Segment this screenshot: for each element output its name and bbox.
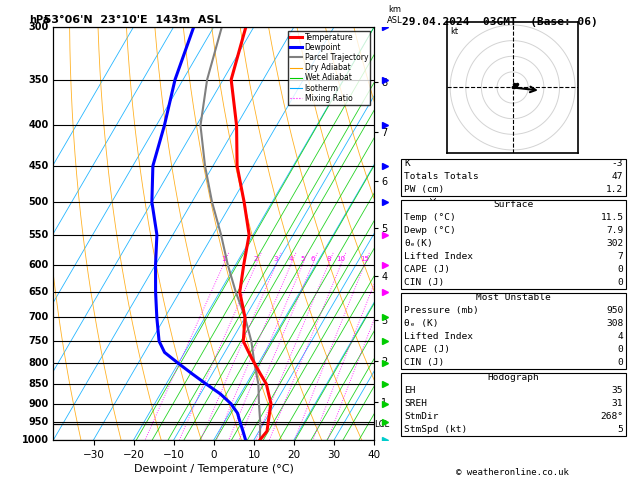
Text: 29.04.2024  03GMT  (Base: 06): 29.04.2024 03GMT (Base: 06) <box>402 17 598 27</box>
Text: 500: 500 <box>28 197 48 207</box>
Text: 1.2: 1.2 <box>606 185 623 194</box>
Text: 7: 7 <box>618 252 623 261</box>
Text: 0: 0 <box>618 345 623 354</box>
Text: 53°06'N  23°10'E  143m  ASL: 53°06'N 23°10'E 143m ASL <box>36 15 221 25</box>
Text: Dewp (°C): Dewp (°C) <box>404 226 456 235</box>
Text: PW (cm): PW (cm) <box>404 185 445 194</box>
Text: Hodograph: Hodograph <box>487 373 540 382</box>
Text: StmDir: StmDir <box>404 412 439 421</box>
Text: 4: 4 <box>289 257 293 262</box>
Legend: Temperature, Dewpoint, Parcel Trajectory, Dry Adiabat, Wet Adiabat, Isotherm, Mi: Temperature, Dewpoint, Parcel Trajectory… <box>288 31 370 105</box>
Text: 1: 1 <box>221 257 226 262</box>
Text: Lifted Index: Lifted Index <box>404 332 474 341</box>
Text: 0: 0 <box>618 358 623 367</box>
Text: 4: 4 <box>618 332 623 341</box>
Text: 8: 8 <box>326 257 330 262</box>
Text: θₑ (K): θₑ (K) <box>404 319 439 328</box>
Text: 600: 600 <box>28 260 48 270</box>
Text: 300: 300 <box>28 22 48 32</box>
Text: 850: 850 <box>28 379 48 389</box>
Text: 950: 950 <box>606 306 623 315</box>
Text: 11.5: 11.5 <box>600 213 623 222</box>
Text: 1000: 1000 <box>21 435 48 445</box>
Text: LCL: LCL <box>375 419 390 429</box>
Text: 268°: 268° <box>600 412 623 421</box>
Text: 31: 31 <box>612 399 623 408</box>
Text: Pressure (mb): Pressure (mb) <box>404 306 479 315</box>
Text: CIN (J): CIN (J) <box>404 278 445 287</box>
Text: 750: 750 <box>28 336 48 346</box>
Text: 47: 47 <box>612 172 623 181</box>
Text: 5: 5 <box>618 425 623 434</box>
Text: CIN (J): CIN (J) <box>404 358 445 367</box>
Text: 550: 550 <box>28 230 48 240</box>
Text: 2: 2 <box>253 257 258 262</box>
Text: 700: 700 <box>28 312 48 322</box>
Text: km
ASL: km ASL <box>387 5 403 25</box>
Text: 10: 10 <box>337 257 345 262</box>
Text: 950: 950 <box>28 417 48 427</box>
Text: SREH: SREH <box>404 399 428 408</box>
Text: Mixing Ratio (g/kg): Mixing Ratio (g/kg) <box>429 187 439 279</box>
Text: 3: 3 <box>274 257 278 262</box>
Text: 7.9: 7.9 <box>606 226 623 235</box>
Text: Totals Totals: Totals Totals <box>404 172 479 181</box>
Text: EH: EH <box>404 386 416 395</box>
Text: © weatheronline.co.uk: © weatheronline.co.uk <box>456 468 569 477</box>
Text: 0: 0 <box>618 278 623 287</box>
Text: 0: 0 <box>618 265 623 274</box>
Text: 350: 350 <box>28 75 48 85</box>
X-axis label: Dewpoint / Temperature (°C): Dewpoint / Temperature (°C) <box>134 464 294 474</box>
Text: K: K <box>404 159 410 168</box>
Text: CAPE (J): CAPE (J) <box>404 265 450 274</box>
Text: 5: 5 <box>301 257 305 262</box>
Text: 302: 302 <box>606 239 623 248</box>
Text: 900: 900 <box>28 399 48 409</box>
Text: 6: 6 <box>310 257 314 262</box>
Text: 400: 400 <box>28 121 48 130</box>
Text: CAPE (J): CAPE (J) <box>404 345 450 354</box>
Text: Lifted Index: Lifted Index <box>404 252 474 261</box>
Text: 450: 450 <box>28 161 48 171</box>
Text: 800: 800 <box>28 358 48 368</box>
Text: hPa: hPa <box>30 15 50 25</box>
Text: 308: 308 <box>606 319 623 328</box>
Text: 650: 650 <box>28 287 48 297</box>
Text: Surface: Surface <box>494 200 533 209</box>
Text: 35: 35 <box>612 386 623 395</box>
Text: -3: -3 <box>612 159 623 168</box>
Text: Most Unstable: Most Unstable <box>476 293 551 302</box>
Text: StmSpd (kt): StmSpd (kt) <box>404 425 468 434</box>
Text: 15: 15 <box>360 257 369 262</box>
Text: Temp (°C): Temp (°C) <box>404 213 456 222</box>
Text: θₑ(K): θₑ(K) <box>404 239 433 248</box>
Text: kt: kt <box>450 27 459 35</box>
